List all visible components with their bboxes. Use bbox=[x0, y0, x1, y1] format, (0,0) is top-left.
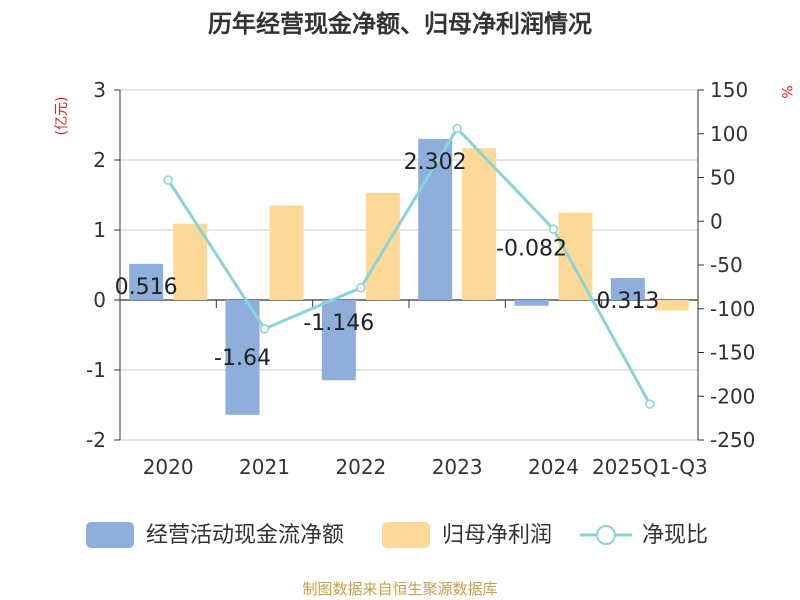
line-net-cash-ratio bbox=[166, 126, 652, 405]
bar-data-label: 2.302 bbox=[404, 150, 467, 175]
right-tick-label: -100 bbox=[710, 297, 755, 321]
right-tick-label: 100 bbox=[710, 122, 748, 146]
bar-operating-cashflow bbox=[129, 263, 164, 300]
bar-series bbox=[129, 138, 689, 415]
source-note: 制图数据来自恒生聚源数据库 bbox=[302, 580, 497, 598]
line-point bbox=[548, 224, 559, 234]
data-labels: 0.516 -1.64 -1.146 2.302 -0.082 0.313 bbox=[115, 150, 660, 371]
right-tick-label: 150 bbox=[710, 78, 748, 102]
chart-title: 历年经营现金净额、归母净利润情况 bbox=[208, 10, 592, 38]
right-tick-label: -200 bbox=[710, 384, 755, 408]
line-point bbox=[259, 324, 270, 334]
legend-swatch-net-profit bbox=[382, 522, 430, 548]
bar-data-label: -0.082 bbox=[496, 237, 567, 262]
bar-data-label: 0.313 bbox=[596, 289, 659, 314]
line-point bbox=[163, 175, 173, 185]
legend: 经营活动现金流净额 归母净利润 净现比 bbox=[86, 522, 708, 548]
bar-net-profit bbox=[365, 192, 400, 300]
left-tick-label: -2 bbox=[86, 428, 106, 452]
line-point bbox=[645, 399, 655, 409]
line-point bbox=[452, 123, 462, 134]
left-tick-label: 3 bbox=[93, 78, 106, 102]
bar-net-profit bbox=[462, 148, 497, 300]
x-tick-label: 2023 bbox=[432, 455, 483, 479]
bar-operating-cashflow bbox=[225, 300, 260, 415]
right-tick-label: 50 bbox=[710, 166, 735, 190]
grid-lines bbox=[120, 89, 698, 441]
bar-net-profit bbox=[173, 223, 208, 300]
right-tick-label: -50 bbox=[710, 253, 743, 277]
x-tick-label: 2022 bbox=[335, 455, 386, 479]
legend-label-net-cash-ratio: 净现比 bbox=[642, 523, 708, 548]
bar-data-label: -1.146 bbox=[303, 311, 374, 336]
x-tick-label: 2025Q1-Q3 bbox=[592, 455, 708, 479]
left-axis-unit: (亿元) bbox=[54, 97, 70, 136]
x-tick-label: 2024 bbox=[528, 455, 579, 479]
left-tick-label: -1 bbox=[86, 358, 106, 382]
line-point bbox=[356, 283, 366, 293]
bar-net-profit bbox=[269, 205, 304, 300]
legend-label-operating-cashflow: 经营活动现金流净额 bbox=[146, 523, 344, 548]
x-tick-label: 2021 bbox=[239, 455, 290, 479]
line-series bbox=[163, 123, 655, 409]
left-tick-label: 1 bbox=[93, 218, 106, 242]
bar-operating-cashflow bbox=[321, 300, 356, 381]
legend-swatch-operating-cashflow bbox=[86, 522, 134, 548]
right-tick-label: -250 bbox=[710, 428, 755, 452]
right-axis-unit: % bbox=[778, 85, 794, 98]
axes: -2 -1 0 1 2 3 -250 -200 -150 -100 -50 0 50 100 150 2020… bbox=[86, 78, 755, 479]
x-tick-label: 2020 bbox=[143, 455, 194, 479]
legend-label-net-profit: 归母净利润 bbox=[442, 523, 552, 548]
bar-operating-cashflow bbox=[514, 300, 549, 306]
legend-marker-net-cash-ratio bbox=[596, 525, 616, 545]
bar-operating-cashflow bbox=[610, 278, 645, 300]
left-tick-label: 0 bbox=[93, 288, 106, 312]
right-tick-label: 0 bbox=[710, 209, 723, 233]
bar-net-profit bbox=[654, 300, 689, 311]
left-tick-label: 2 bbox=[93, 148, 106, 172]
bar-net-profit bbox=[558, 212, 593, 300]
right-tick-label: -150 bbox=[710, 341, 755, 365]
bar-data-label: 0.516 bbox=[115, 275, 178, 300]
bar-data-label: -1.64 bbox=[214, 346, 271, 371]
